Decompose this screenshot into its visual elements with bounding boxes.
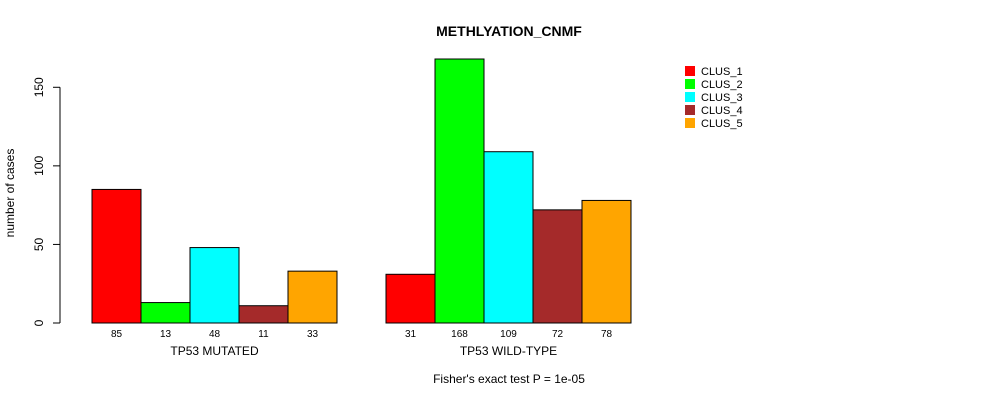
bar-clus-5-group-2: [581, 199, 632, 324]
group-label-1: TP53 MUTATED: [170, 344, 259, 358]
group-labels: TP53 MUTATED TP53 WILD-TYPE: [170, 344, 557, 358]
legend-label-clus-2: CLUS_2: [701, 79, 743, 91]
y-tick-label: 50: [32, 237, 46, 251]
y-tick-label: 100: [32, 156, 46, 176]
y-tick-label: 150: [32, 77, 46, 97]
bar-value-label: 109: [500, 329, 517, 340]
bar-clus-1-group-2: [385, 273, 436, 324]
legend-swatch-clus-2: [685, 79, 695, 89]
y-axis-label: number of cases: [3, 149, 17, 238]
bar-value-label: 85: [111, 329, 123, 340]
bar-value-label: 72: [552, 329, 564, 340]
bar-value-label: 31: [405, 329, 417, 340]
y-tick-label: 0: [32, 319, 46, 326]
bar-clus-2-group-2: [434, 58, 485, 324]
bar-value-label: 48: [209, 329, 221, 340]
bars: [91, 58, 632, 324]
bar-value-label: 11: [258, 329, 269, 340]
group-label-2: TP53 WILD-TYPE: [460, 344, 557, 358]
bar-value-label: 13: [160, 329, 172, 340]
bar-clus-1-group-1: [91, 188, 142, 324]
bar-clus-5-group-1: [287, 270, 338, 324]
legend-label-clus-4: CLUS_4: [701, 105, 743, 117]
bar-clus-3-group-1: [189, 247, 240, 324]
legend-label-clus-1: CLUS_1: [701, 66, 743, 78]
legend-swatch-clus-4: [685, 105, 695, 115]
legend-label-clus-5: CLUS_5: [701, 118, 743, 130]
bar-clus-4-group-1: [238, 305, 289, 324]
bar-value-label: 33: [307, 329, 319, 340]
legend-swatch-clus-3: [685, 92, 695, 102]
bar-clus-2-group-1: [140, 302, 191, 324]
bar-clus-3-group-2: [483, 151, 534, 324]
bar-clus-4-group-2: [532, 209, 583, 324]
bar-value-label: 168: [451, 329, 468, 340]
y-axis: 0 50 100 150: [32, 77, 61, 326]
bar-value-label: 78: [601, 329, 613, 340]
fisher-test-footnote: Fisher's exact test P = 1e-05: [433, 372, 585, 386]
legend-label-clus-3: CLUS_3: [701, 92, 743, 104]
legend-swatch-clus-1: [685, 66, 695, 76]
chart-title: METHLYATION_CNMF: [436, 23, 582, 39]
bar-value-labels: 85 13 48 11 33 31 168 109 72 78: [111, 329, 613, 340]
legend-swatch-clus-5: [685, 118, 695, 128]
